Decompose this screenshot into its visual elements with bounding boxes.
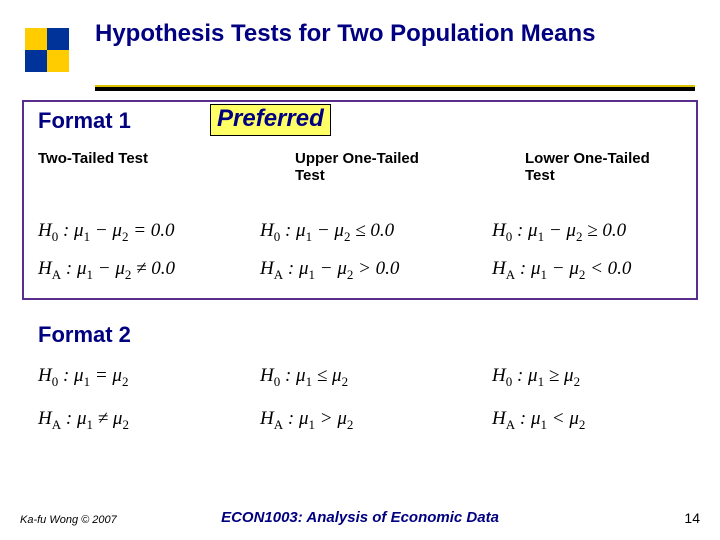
f1-twotailed-ha: HA : μ1 − μ2 ≠ 0.0: [38, 258, 175, 283]
f2-upper-h0: H0 : μ1 ≤ μ2: [260, 365, 348, 390]
f2-upper-ha: HA : μ1 > μ2: [260, 408, 353, 433]
slide-title: Hypothesis Tests for Two Population Mean…: [95, 20, 655, 49]
footer-course: ECON1003: Analysis of Economic Data: [0, 509, 720, 526]
f2-twotailed-ha: HA : μ1 ≠ μ2: [38, 408, 129, 433]
col-upper: Upper One-Tailed Test: [295, 150, 425, 185]
f2-lower-h0: H0 : μ1 ≥ μ2: [492, 365, 580, 390]
f1-lower-ha: HA : μ1 − μ2 < 0.0: [492, 258, 631, 283]
format2-label: Format 2: [38, 322, 131, 348]
f1-upper-h0: H0 : μ1 − μ2 ≤ 0.0: [260, 220, 394, 245]
f2-twotailed-h0: H0 : μ1 = μ2: [38, 365, 128, 390]
f1-upper-ha: HA : μ1 − μ2 > 0.0: [260, 258, 399, 283]
slide-logo: [25, 28, 70, 73]
format1-label: Format 1: [38, 108, 131, 134]
footer-page: 14: [684, 510, 700, 526]
col-lower: Lower One-Tailed Test: [525, 150, 655, 185]
col-two-tailed: Two-Tailed Test: [38, 150, 158, 167]
f1-lower-h0: H0 : μ1 − μ2 ≥ 0.0: [492, 220, 626, 245]
preferred-label: Preferred: [210, 104, 331, 136]
f2-lower-ha: HA : μ1 < μ2: [492, 408, 585, 433]
title-underline: [95, 85, 695, 91]
f1-twotailed-h0: H0 : μ1 − μ2 = 0.0: [38, 220, 175, 245]
